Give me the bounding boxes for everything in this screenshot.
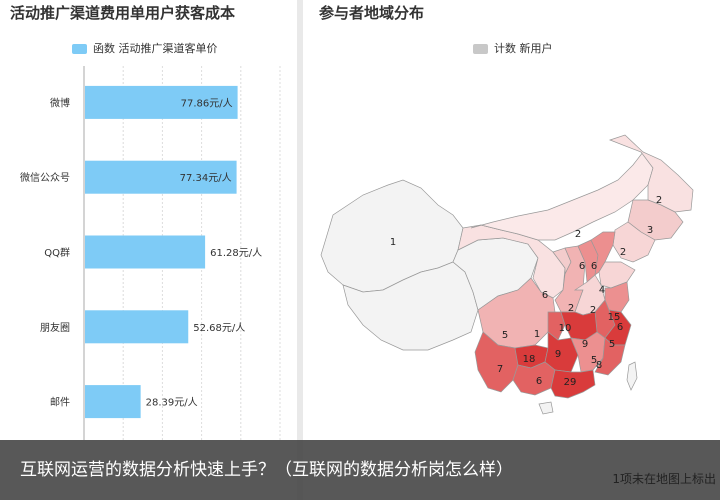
region-heilongjiang[interactable] [608,134,694,213]
map-value-label: 6 [542,290,548,301]
map-unplotted-note: 1项未在地图上标出 [612,472,716,486]
map-value-label: 1 [534,329,540,340]
map-value-label: 18 [523,354,536,365]
map-chart-panel: 参与者地域分布 计数 新用户 [303,0,720,500]
category-tick-label: 朋友圈 [40,321,70,334]
map-value-label: 10 [559,323,572,334]
map-value-label: 6 [579,261,585,272]
map-value-label: 5 [609,339,615,350]
bar-value-label: 77.86元/人 [181,97,233,109]
map-value-label: 5 [502,330,508,341]
bar-value-label: 28.39元/人 [146,397,198,409]
caption-text: 互联网运营的数据分析快速上手？（互联网的数据分析岗怎么样） [20,460,513,480]
map-value-label: 6 [591,261,597,272]
map-value-label: 3 [647,225,653,236]
map-value-label: 9 [555,349,561,360]
panel-divider [297,0,303,500]
category-tick-label: 微博 [50,96,70,109]
map-value-label: 2 [590,305,596,316]
region-guangdong[interactable] [550,369,596,399]
region-chongqing[interactable] [547,311,566,341]
map-value-label: 2 [568,303,574,314]
region-liaoning[interactable] [612,221,656,263]
bar-value-label: 61.28元/人 [210,247,262,259]
bar[interactable] [85,235,206,269]
region-guangxi[interactable] [512,361,556,396]
legend-swatch [72,44,87,54]
category-tick-label: QQ群 [44,246,70,259]
bar[interactable] [85,160,237,194]
bar-chart-legend[interactable]: 函数 活动推广渠道客单价 [72,40,218,56]
map-value-label: 2 [620,247,626,258]
region-shandong[interactable] [598,261,636,289]
map-value-label: 7 [497,364,503,375]
china-map-svg[interactable]: 1 2 2 3 2 6 6 2 4 6 2 5 1 10 15 6 9 5 7 … [303,0,720,440]
category-tick-label: 微信公众号 [20,171,70,184]
map-regions [320,134,694,415]
map-value-label: 15 [608,312,621,323]
map-value-label: 6 [536,376,542,387]
map-value-label: 8 [596,360,602,371]
bar-value-label: 77.34元/人 [180,172,232,184]
region-fujian[interactable] [594,337,626,376]
map-value-labels: 1 2 2 3 2 6 6 2 4 6 2 5 1 10 15 6 9 5 7 … [390,195,662,388]
bar-chart-title: 活动推广渠道费用单用户获客成本 [10,4,236,22]
map-chart-title: 参与者地域分布 [319,4,425,22]
bar-chart-panel: 活动推广渠道费用单用户获客成本 函数 活动推广渠道客单价 微博 77.86元/人微… [0,0,297,500]
map-value-label: 5 [591,355,597,366]
map-value-label: 9 [582,339,588,350]
caption-overlay: 互联网运营的数据分析快速上手？（互联网的数据分析岗怎么样） 1项未在地图上标出 [0,440,720,500]
map-value-label: 4 [599,285,605,296]
bar[interactable] [85,85,238,119]
legend-label: 函数 活动推广渠道客单价 [93,42,218,55]
bar[interactable] [85,310,189,344]
category-tick-label: 邮件 [50,396,70,409]
map-value-label: 2 [656,195,662,206]
region-yunnan[interactable] [474,331,519,393]
bar[interactable] [85,385,141,419]
legend-swatch [473,44,488,54]
map-value-label: 6 [617,322,623,333]
region-taiwan[interactable] [626,361,638,391]
bar-value-label: 52.68元/人 [193,322,245,334]
map-chart-legend[interactable]: 计数 新用户 [473,40,553,56]
map-value-label: 2 [575,229,581,240]
map-value-label: 1 [390,237,396,248]
map-value-label: 29 [564,377,577,388]
legend-label: 计数 新用户 [494,42,553,55]
region-hainan[interactable] [538,401,554,415]
